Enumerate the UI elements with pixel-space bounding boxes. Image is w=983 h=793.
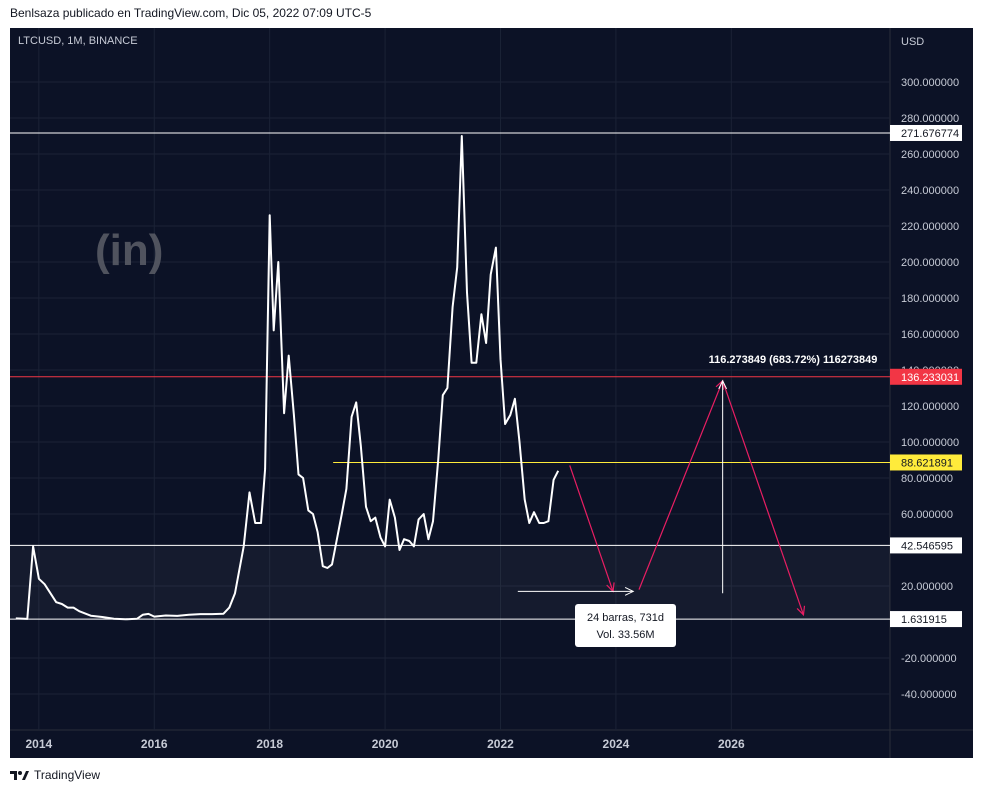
watermark-logo: (in) — [95, 226, 163, 275]
y-axis: 300.000000 280.000000 260.000000 240.000000… — [890, 36, 962, 701]
tradingview-logo-icon — [10, 771, 29, 780]
x-axis: 2014 2016 2018 2020 2022 2024 2026 — [26, 737, 745, 751]
y-tick-label: 100.000000 — [901, 437, 959, 449]
footer-brand: TradingView — [34, 768, 101, 782]
grid-lines — [10, 28, 973, 758]
footer: TradingView — [10, 768, 100, 782]
projection-arrow — [638, 380, 724, 590]
projection-arrows — [517, 379, 806, 617]
x-tick-label: 2024 — [603, 737, 630, 751]
y-tick-label: -20.000000 — [901, 653, 957, 665]
published-by: Benlsaza publicado en TradingView.com, D… — [10, 6, 372, 20]
y-tick-label: 20.000000 — [901, 581, 953, 593]
support-zone — [10, 545, 890, 620]
time-range-box — [575, 604, 676, 647]
x-tick-label: 2016 — [141, 737, 168, 751]
price-label-box — [890, 537, 962, 554]
time-range-bars: 24 barras, 731d — [587, 612, 664, 624]
y-tick-label: 180.000000 — [901, 293, 959, 305]
price-line — [15, 135, 560, 621]
horizontal-lines — [10, 132, 890, 620]
price-label-box — [890, 454, 962, 471]
y-tick-label: 300.000000 — [901, 77, 959, 89]
price-range-label: 116.273849 (683.72%) 116273849 — [709, 354, 878, 366]
price-range-arrow-head — [718, 379, 728, 390]
chart-panel[interactable] — [10, 28, 973, 758]
x-tick-label: 2022 — [487, 737, 514, 751]
y-axis-currency: USD — [901, 36, 924, 48]
y-tick-label: 240.000000 — [901, 185, 959, 197]
time-range-arrow-head — [624, 587, 635, 596]
price-label: 271.676774 — [901, 128, 959, 140]
x-tick-label: 2026 — [718, 737, 745, 751]
y-tick-label: 200.000000 — [901, 257, 959, 269]
x-tick-label: 2020 — [372, 737, 399, 751]
y-tick-label: 120.000000 — [901, 401, 959, 413]
y-tick-label: 260.000000 — [901, 149, 959, 161]
watermark-layer: (in) — [95, 226, 163, 275]
y-tick-label: 160.000000 — [901, 329, 959, 341]
x-tick-label: 2018 — [256, 737, 283, 751]
symbol-info: LTCUSD, 1M, BINANCE — [18, 35, 138, 47]
price-label: 42.546595 — [901, 540, 953, 552]
y-tick-label: 280.000000 — [901, 113, 959, 125]
projection-arrow-head — [796, 605, 806, 617]
price-label: 1.631915 — [901, 614, 947, 626]
price-label-box — [890, 611, 962, 628]
time-range-volume: Vol. 33.56M — [596, 629, 654, 641]
y-tick-label: 220.000000 — [901, 221, 959, 233]
price-label-box — [890, 368, 962, 385]
price-label-box — [890, 124, 962, 141]
y-tick-label: 80.000000 — [901, 473, 953, 485]
y-tick-label: 60.000000 — [901, 509, 953, 521]
series-layer — [15, 135, 560, 621]
x-tick-label: 2014 — [26, 737, 53, 751]
projection-arrow — [569, 465, 614, 592]
annotations: 116.273849 (683.72%) 116273849 24 barras,… — [575, 354, 877, 647]
projection-arrow — [722, 380, 805, 615]
price-label: 136.233031 — [901, 372, 959, 384]
price-label: 88.621891 — [901, 457, 953, 469]
y-tick-label: -40.000000 — [901, 689, 957, 701]
